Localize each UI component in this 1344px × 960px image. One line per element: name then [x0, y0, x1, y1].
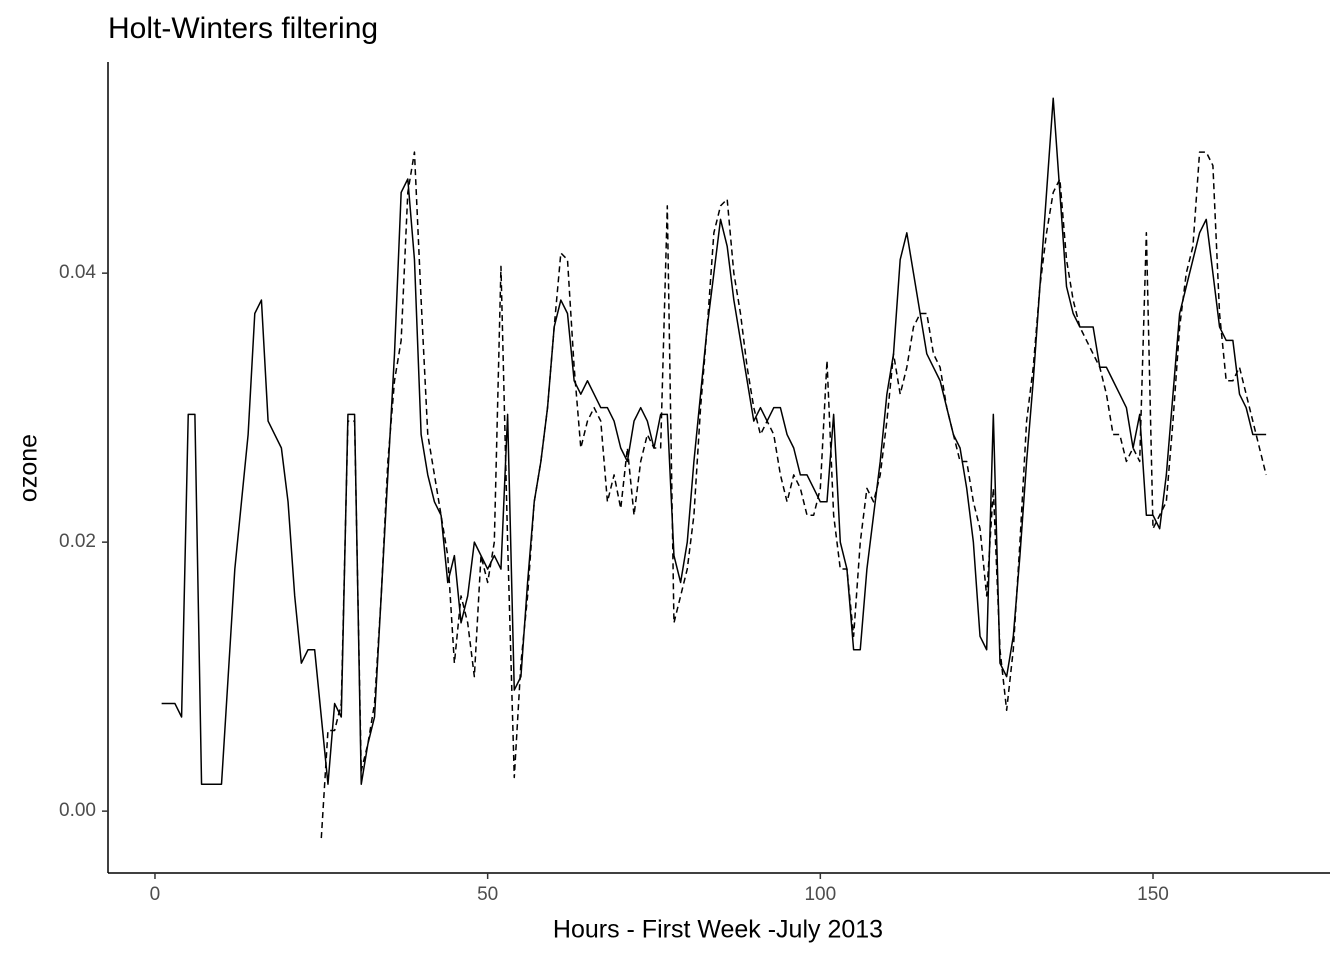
- y-tick-label: 0.04: [59, 262, 96, 283]
- x-axis-title: Hours - First Week -July 2013: [553, 916, 883, 944]
- chart-title: Holt-Winters filtering: [108, 12, 378, 45]
- y-axis-title: ozone: [15, 434, 43, 502]
- x-tick-label: 150: [1137, 884, 1169, 905]
- x-tick-label: 100: [804, 884, 836, 905]
- x-tick-label: 0: [150, 884, 161, 905]
- y-tick-label: 0.02: [59, 531, 96, 552]
- series-line: [161, 97, 1267, 785]
- series-line: [320, 151, 1267, 839]
- y-tick-label: 0.00: [59, 800, 96, 821]
- x-tick-label: 50: [477, 884, 498, 905]
